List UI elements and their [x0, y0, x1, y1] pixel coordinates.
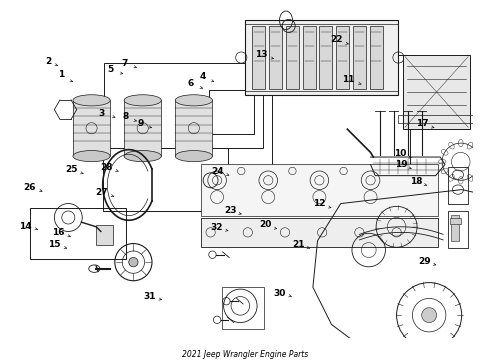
Text: 4: 4 — [199, 72, 206, 81]
Bar — [73, 100, 110, 156]
Bar — [222, 287, 264, 329]
Text: 23: 23 — [224, 206, 237, 215]
Text: 2: 2 — [45, 57, 51, 66]
Text: 8: 8 — [122, 112, 129, 121]
Ellipse shape — [124, 95, 161, 106]
Text: 24: 24 — [211, 166, 224, 175]
Bar — [403, 55, 470, 129]
Ellipse shape — [175, 95, 213, 106]
Text: 12: 12 — [313, 199, 325, 208]
Bar — [103, 148, 228, 211]
Bar — [96, 225, 113, 246]
Text: 15: 15 — [49, 240, 61, 249]
Text: 11: 11 — [342, 76, 354, 85]
Bar — [336, 26, 349, 89]
Text: 5: 5 — [107, 65, 114, 74]
Text: 31: 31 — [143, 292, 155, 301]
Bar — [286, 26, 299, 89]
Bar — [448, 211, 468, 248]
Text: 13: 13 — [255, 50, 268, 59]
Text: 6: 6 — [187, 80, 194, 89]
Text: 20: 20 — [259, 220, 271, 229]
Text: 30: 30 — [273, 289, 285, 298]
Bar — [252, 26, 266, 89]
Ellipse shape — [73, 95, 110, 106]
Bar — [124, 100, 161, 156]
Ellipse shape — [73, 150, 110, 162]
Bar — [175, 100, 213, 156]
Text: 19: 19 — [395, 160, 408, 169]
Text: 26: 26 — [24, 183, 36, 192]
Text: 10: 10 — [394, 149, 406, 158]
Text: 14: 14 — [19, 222, 32, 231]
Bar — [319, 26, 332, 89]
Bar — [104, 63, 263, 148]
Bar — [201, 165, 439, 216]
Ellipse shape — [175, 150, 213, 162]
Text: 25: 25 — [66, 165, 78, 174]
Circle shape — [129, 257, 138, 267]
Bar — [450, 219, 461, 224]
Text: 27: 27 — [95, 188, 108, 197]
Text: 1: 1 — [58, 71, 64, 80]
Text: 29: 29 — [418, 257, 431, 266]
Ellipse shape — [124, 150, 161, 162]
Text: 28: 28 — [100, 163, 112, 172]
Bar — [245, 21, 398, 95]
Bar — [30, 208, 125, 259]
Bar — [201, 217, 439, 247]
Text: 16: 16 — [52, 229, 64, 238]
Bar — [303, 26, 316, 89]
Text: 17: 17 — [416, 119, 429, 128]
Text: 18: 18 — [410, 176, 422, 185]
Bar — [369, 26, 383, 89]
Bar — [353, 26, 366, 89]
Text: 2021 Jeep Wrangler Engine Parts: 2021 Jeep Wrangler Engine Parts — [182, 350, 308, 359]
Bar — [272, 55, 410, 203]
Bar — [209, 90, 254, 134]
Text: 32: 32 — [211, 223, 223, 232]
Bar — [398, 115, 475, 123]
Bar — [448, 167, 468, 204]
Text: 21: 21 — [293, 240, 305, 249]
Text: 22: 22 — [330, 35, 343, 44]
Bar — [451, 215, 459, 241]
Text: 9: 9 — [137, 119, 144, 128]
Text: 3: 3 — [99, 109, 105, 118]
Bar — [269, 26, 282, 89]
Text: 7: 7 — [121, 59, 127, 68]
Circle shape — [422, 308, 437, 323]
